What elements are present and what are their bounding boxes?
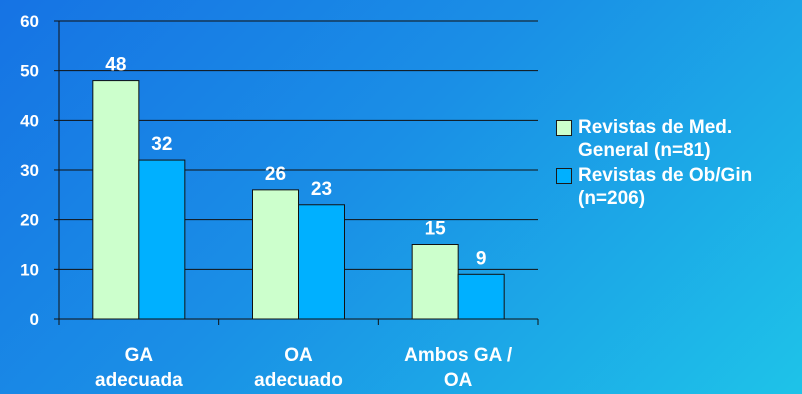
x-category-label: Ambos GA / OA [404,345,513,391]
bar [252,189,299,320]
data-label: 15 [425,219,447,240]
data-label: 26 [265,164,286,185]
x-axis-category-labels: GA adecuada OA adecuado Ambos GA / OA [95,345,513,391]
y-tick-label: 10 [20,260,39,279]
legend-item: Revistas de Ob/Gin (n=206) [556,164,796,210]
data-labels: 48 32 26 23 15 9 [105,55,486,270]
y-tick-label: 20 [20,211,39,230]
y-tick-label: 60 [20,12,39,31]
data-label: 48 [105,55,126,76]
y-tick-label: 30 [20,161,39,180]
y-axis-ticks: 0 10 20 30 40 50 60 [20,12,59,329]
bar [92,80,140,320]
legend-swatch [556,120,572,136]
bar [457,273,505,320]
legend-item: Revistas de Med. General (n=81) [556,116,796,162]
data-label: 23 [311,179,332,200]
y-tick-label: 0 [30,310,39,329]
y-tick-label: 40 [20,111,39,130]
legend-label: Revistas de Med. General (n=81) [578,117,733,161]
legend-label: Revistas de Ob/Gin (n=206) [578,165,753,209]
bars [92,80,505,320]
x-category-label: OA adecuado [254,345,343,391]
y-tick-label: 50 [20,62,39,81]
bar [411,244,459,320]
data-label: 32 [151,134,172,155]
axes [58,21,539,325]
bar [298,204,345,320]
data-label: 9 [476,248,487,269]
x-category-label: GA adecuada [95,345,183,391]
legend: Revistas de Med. General (n=81) Revistas d… [556,116,796,212]
bar [138,159,186,320]
legend-swatch [556,168,572,184]
